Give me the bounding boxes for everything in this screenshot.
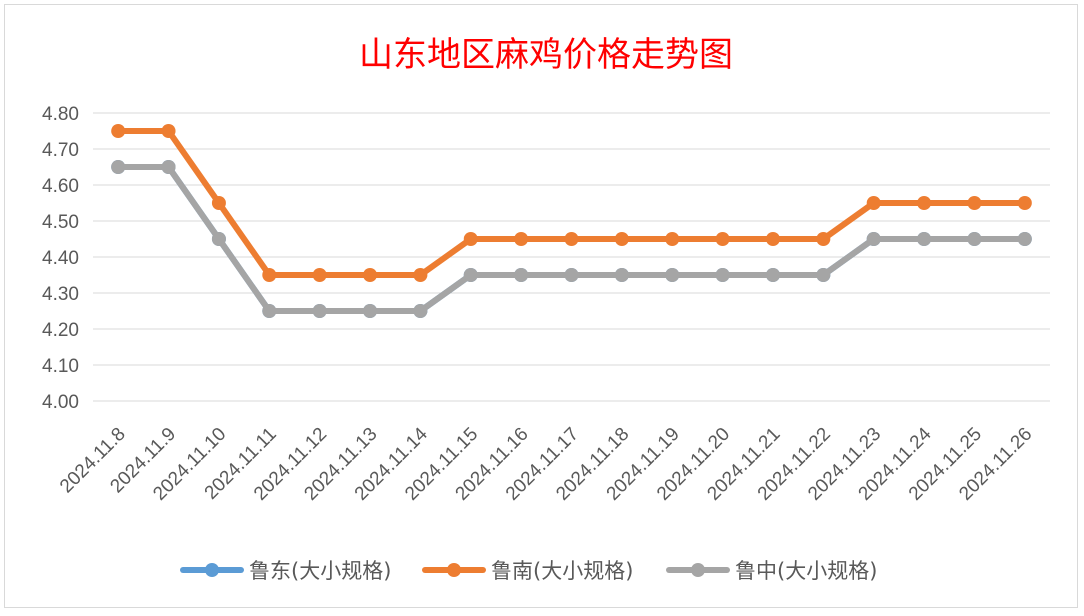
data-point (312, 304, 327, 318)
data-point (211, 232, 226, 246)
y-tick-label: 4.00 (42, 392, 79, 413)
legend: 鲁东(大小规格) 鲁南(大小规格) 鲁中(大小规格) (180, 559, 877, 583)
data-point (463, 232, 478, 246)
data-point (514, 232, 529, 246)
data-point (967, 196, 982, 210)
data-point (816, 268, 831, 282)
data-point (765, 268, 780, 282)
y-axis-ticks: 4.00 4.10 4.20 4.30 4.40 4.50 4.60 4.70 4.80 (42, 104, 79, 413)
y-tick-label: 4.70 (42, 140, 79, 161)
series-line (115, 128, 1028, 278)
chart-title: 山东地区麻鸡价格走势图 (359, 35, 733, 75)
data-point (1017, 232, 1032, 246)
gridlines (93, 112, 1050, 402)
data-point (614, 232, 629, 246)
series-3 (111, 160, 1032, 318)
y-tick-label: 4.80 (42, 104, 79, 125)
data-point (463, 268, 478, 282)
data-point (211, 196, 226, 210)
y-tick-label: 4.40 (42, 248, 79, 269)
legend-swatch-marker (205, 563, 219, 577)
data-point (363, 268, 378, 282)
data-point (312, 268, 327, 282)
series-lines (111, 124, 1032, 318)
series-2 (111, 124, 1032, 282)
data-point (866, 196, 881, 210)
legend-swatch-marker (691, 563, 705, 577)
data-point (111, 124, 126, 138)
y-tick-label: 4.30 (42, 284, 79, 305)
legend-item: 鲁南(大小规格) (422, 559, 633, 583)
x-axis-ticks: 2024.11.82024.11.92024.11.102024.11.1120… (56, 423, 1036, 504)
data-point (564, 268, 579, 282)
line-chart: 山东地区麻鸡价格走势图 4.00 4.10 4.20 4.30 4.40 4.50 4.60… (42, 35, 1050, 583)
legend-item: 鲁东(大小规格) (180, 559, 391, 583)
data-point (816, 232, 831, 246)
data-point (514, 268, 529, 282)
y-tick-label: 4.10 (42, 356, 79, 377)
legend-item: 鲁中(大小规格) (666, 559, 877, 583)
legend-swatch-marker (447, 563, 461, 577)
data-point (715, 268, 730, 282)
data-point (564, 232, 579, 246)
data-point (917, 232, 932, 246)
data-point (715, 232, 730, 246)
data-point (161, 124, 176, 138)
data-point (262, 304, 277, 318)
legend-label: 鲁中(大小规格) (735, 559, 877, 583)
data-point (765, 232, 780, 246)
data-point (363, 304, 378, 318)
data-point (665, 232, 680, 246)
y-tick-label: 4.50 (42, 212, 79, 233)
data-point (967, 232, 982, 246)
data-point (413, 304, 428, 318)
data-point (161, 160, 176, 174)
data-point (614, 268, 629, 282)
y-tick-label: 4.60 (42, 176, 79, 197)
chart-frame: 山东地区麻鸡价格走势图 4.00 4.10 4.20 4.30 4.40 4.50 4.60… (4, 4, 1078, 608)
data-point (413, 268, 428, 282)
legend-label: 鲁南(大小规格) (491, 559, 633, 583)
data-point (665, 268, 680, 282)
y-tick-label: 4.20 (42, 320, 79, 341)
data-point (866, 232, 881, 246)
data-point (111, 160, 126, 174)
legend-label: 鲁东(大小规格) (249, 559, 391, 583)
data-point (262, 268, 277, 282)
data-point (917, 196, 932, 210)
data-point (1017, 196, 1032, 210)
